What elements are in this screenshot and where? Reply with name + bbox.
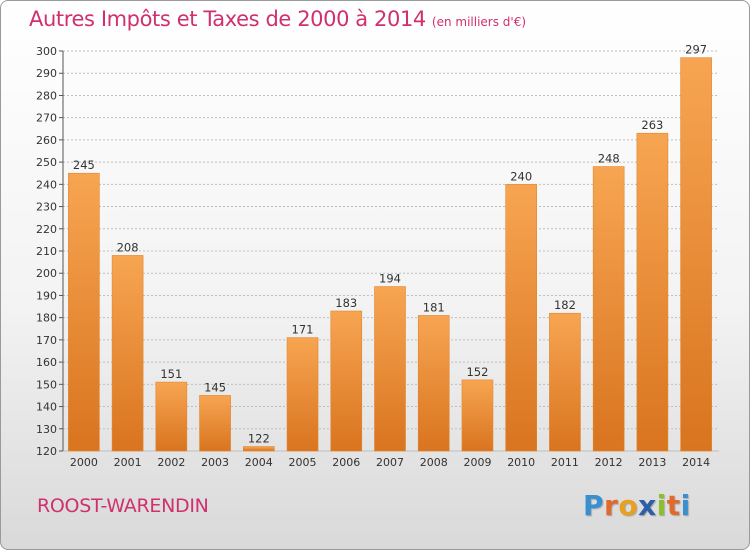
- y-axis: 120 130 140 150 160 170 180 190 200 210 220 230 240 2…: [36, 45, 64, 458]
- data-label: 171: [292, 323, 314, 337]
- bar-2005: [286, 337, 319, 452]
- x-tick-label: 2012: [595, 456, 623, 469]
- bar-2000: [68, 172, 100, 452]
- y-tick-label: 180: [36, 312, 57, 325]
- logo-letter: o: [618, 489, 639, 522]
- bar-2010: [505, 184, 538, 452]
- data-label: 208: [117, 240, 139, 254]
- x-tick-label: 2006: [332, 456, 360, 469]
- bar-2008: [417, 315, 450, 452]
- y-tick-label: 210: [36, 245, 57, 258]
- x-tick-label: 2003: [201, 456, 229, 469]
- bar-2006: [330, 310, 363, 452]
- x-tick-label: 2004: [245, 456, 273, 469]
- bars: [68, 57, 712, 452]
- y-tick-label: 280: [36, 89, 57, 102]
- y-tick-label: 130: [36, 423, 57, 436]
- x-tick-label: 2007: [376, 456, 404, 469]
- y-tick-label: 120: [36, 445, 57, 458]
- logo-letter: P: [583, 489, 605, 522]
- x-tick-label: 2001: [114, 456, 142, 469]
- y-tick-label: 240: [36, 178, 57, 191]
- y-tick-label: 160: [36, 356, 57, 369]
- data-label: 145: [204, 380, 226, 394]
- y-tick-label: 200: [36, 267, 57, 280]
- logo-letter: i: [680, 489, 691, 522]
- x-tick-label: 2008: [420, 456, 448, 469]
- logo-letter: i: [656, 489, 667, 522]
- data-label: 152: [466, 365, 488, 379]
- chart-title-text: Autres Impôts et Taxes de 2000 à 2014: [29, 7, 426, 31]
- y-tick-label: 150: [36, 378, 57, 391]
- data-label: 182: [554, 298, 576, 312]
- chart-subtitle: (en milliers d'€): [431, 15, 527, 29]
- y-tick-label: 170: [36, 334, 57, 347]
- y-tick-label: 230: [36, 201, 57, 214]
- y-tick-label: 260: [36, 134, 57, 147]
- y-tick-label: 140: [36, 401, 57, 414]
- y-tick-label: 300: [36, 45, 57, 58]
- data-label: 181: [423, 300, 445, 314]
- bar-2007: [374, 286, 406, 452]
- y-tick-label: 290: [36, 67, 57, 80]
- y-tick-label: 190: [36, 289, 57, 302]
- data-label: 122: [248, 432, 270, 446]
- bar-2001: [111, 255, 144, 452]
- data-label: 151: [160, 367, 182, 381]
- x-axis: 2000 2001 2002 2003 2004 2005 2006 2007 2008 2009…: [70, 456, 710, 469]
- bar-2002: [155, 381, 188, 452]
- x-tick-label: 2009: [463, 456, 491, 469]
- x-tick-label: 2000: [70, 456, 98, 469]
- y-tick-label: 220: [36, 223, 57, 236]
- bar-2011: [549, 312, 581, 452]
- chart-title: Autres Impôts et Taxes de 2000 à 2014 (en…: [29, 7, 526, 31]
- bar-2004: [243, 446, 275, 452]
- x-tick-label: 2014: [682, 456, 710, 469]
- proxiti-logo: Proxiti: [583, 489, 691, 522]
- x-tick-label: 2005: [289, 456, 317, 469]
- data-label: 297: [685, 43, 707, 57]
- data-label: 248: [598, 152, 620, 166]
- data-label: 240: [510, 169, 532, 183]
- x-tick-label: 2011: [551, 456, 579, 469]
- data-label: 194: [379, 272, 401, 286]
- bar-2003: [199, 395, 231, 452]
- x-tick-label: 2002: [157, 456, 185, 469]
- y-tick-label: 250: [36, 156, 57, 169]
- logo-letter: r: [604, 489, 619, 522]
- x-tick-label: 2013: [638, 456, 666, 469]
- logo-letter: x: [638, 489, 657, 522]
- logo-letter: t: [666, 489, 681, 522]
- place-name: ROOST-WARENDIN: [37, 495, 209, 517]
- y-tick-label: 270: [36, 112, 57, 125]
- bar-2009: [461, 379, 494, 452]
- data-label: 183: [335, 296, 357, 310]
- data-label: 245: [73, 158, 95, 172]
- x-tick-label: 2010: [507, 456, 535, 469]
- data-labels: 245 208 151 145 122 171 183 194 181 152 240 182 248 2…: [73, 43, 707, 446]
- bar-2014: [680, 57, 712, 452]
- bar-2012: [592, 166, 625, 452]
- data-label: 263: [641, 118, 663, 132]
- bar-2013: [636, 132, 669, 452]
